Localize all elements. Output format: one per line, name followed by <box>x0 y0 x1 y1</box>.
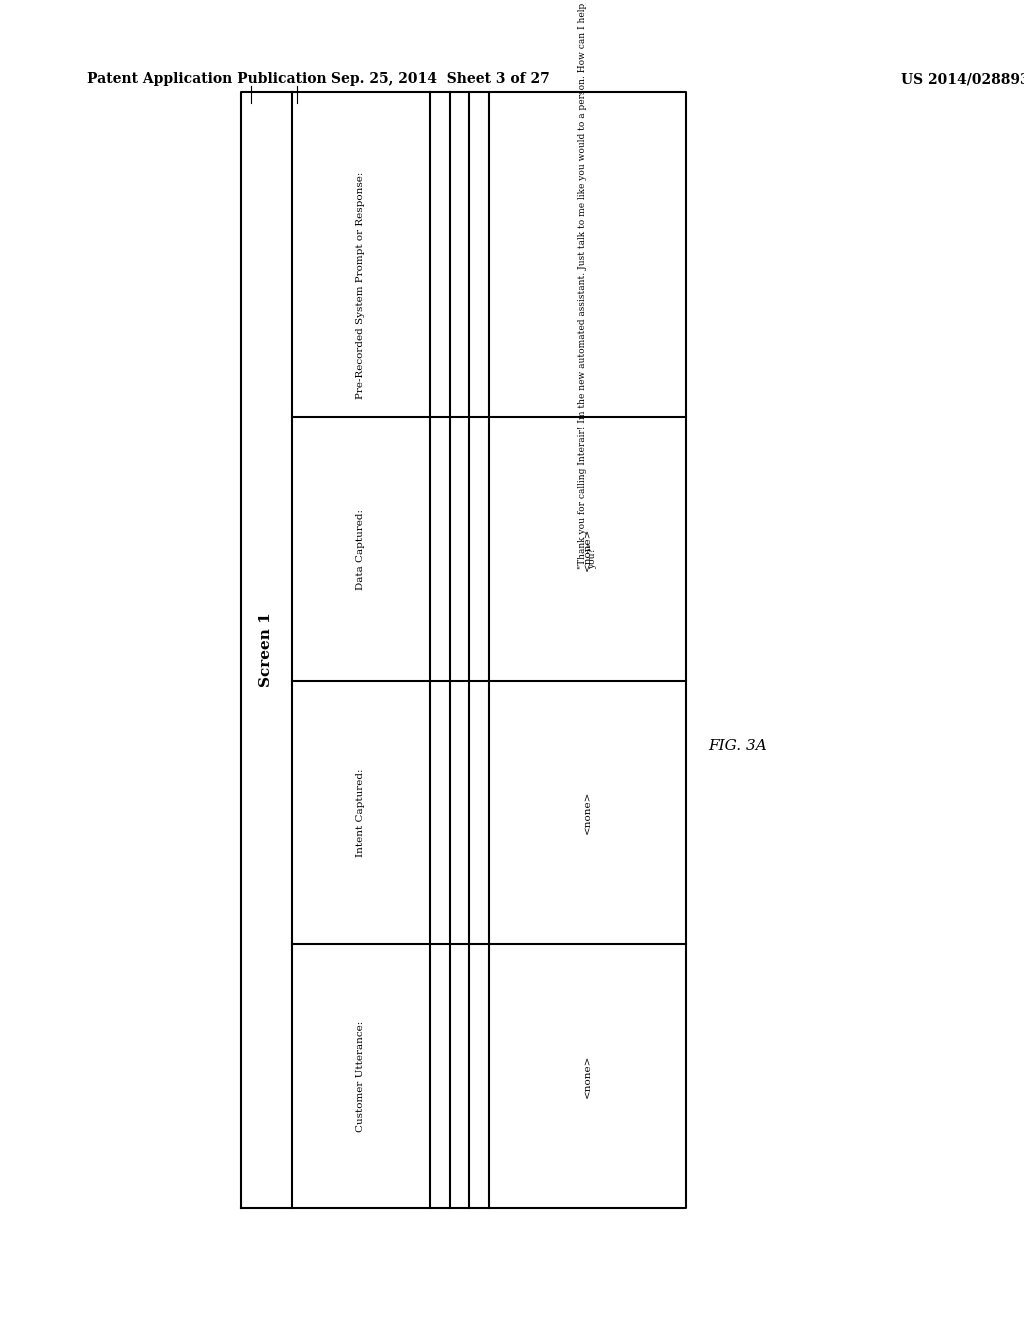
Text: Customer Utterance:: Customer Utterance: <box>356 1020 366 1131</box>
Text: <none>: <none> <box>583 1055 592 1098</box>
Text: US 2014/0288932 A1: US 2014/0288932 A1 <box>901 73 1024 86</box>
Text: "Thank you for calling Interair! Im the new automated assistant. Just talk to me: "Thank you for calling Interair! Im the … <box>578 3 597 569</box>
Text: Intent Captured:: Intent Captured: <box>356 768 366 857</box>
Text: Screen 1: Screen 1 <box>259 612 273 688</box>
Text: Data Captured:: Data Captured: <box>356 508 366 590</box>
Text: FIG. 3A: FIG. 3A <box>708 739 767 752</box>
Text: Sep. 25, 2014  Sheet 3 of 27: Sep. 25, 2014 Sheet 3 of 27 <box>331 73 550 86</box>
Text: <none>: <none> <box>583 791 592 834</box>
Text: <none>: <none> <box>583 527 592 570</box>
Text: Patent Application Publication: Patent Application Publication <box>87 73 327 86</box>
Text: Pre-Recorded System Prompt or Response:: Pre-Recorded System Prompt or Response: <box>356 172 366 399</box>
